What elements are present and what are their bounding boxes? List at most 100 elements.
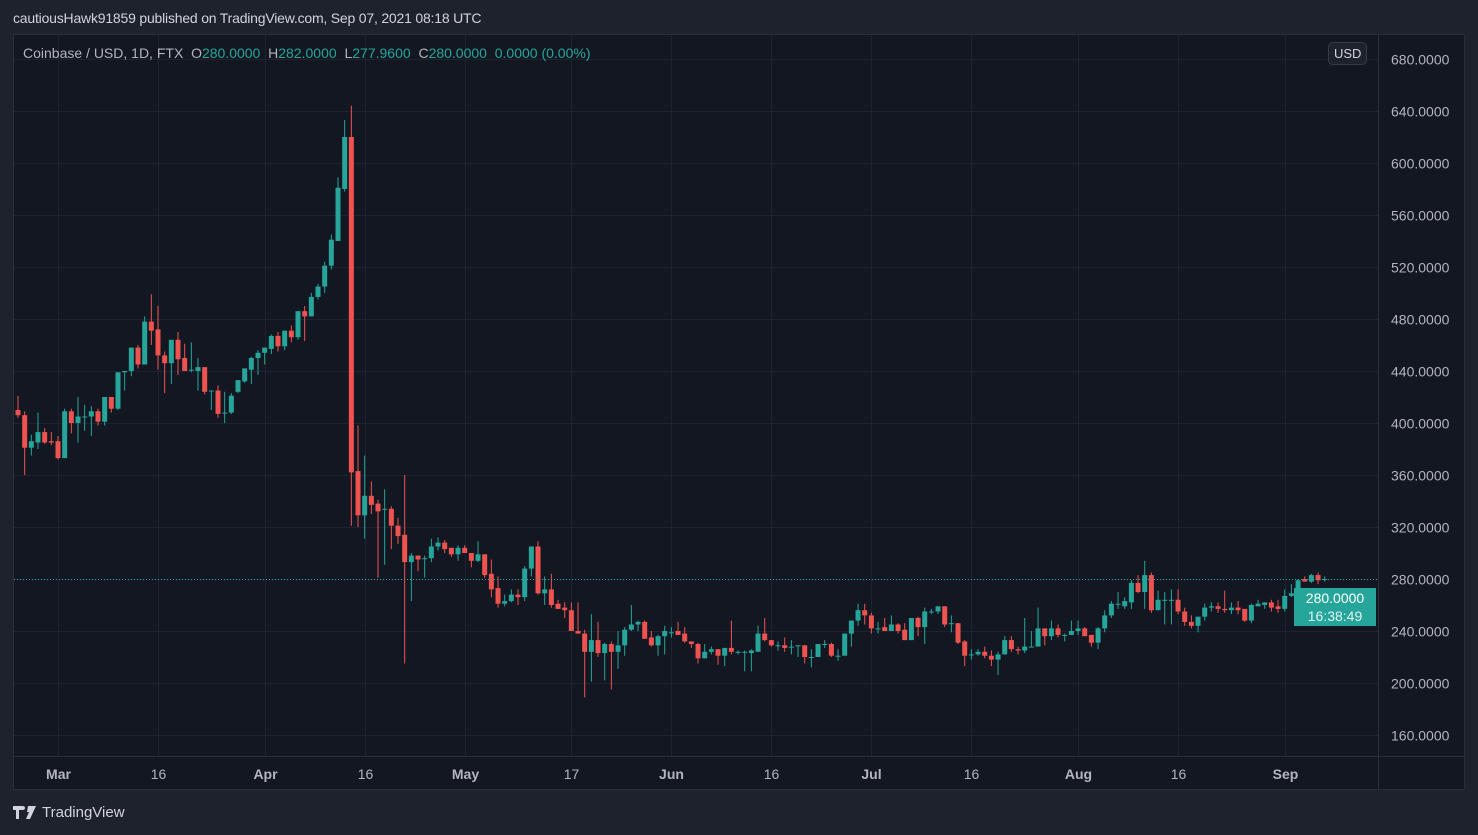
candle-body — [888, 624, 894, 631]
candle-body — [508, 594, 514, 602]
candle-body — [1248, 605, 1254, 621]
candle-body — [1188, 621, 1194, 626]
currency-badge[interactable]: USD — [1328, 42, 1368, 65]
candle — [1135, 575, 1141, 594]
price-tick-label: 360.0000 — [1391, 468, 1450, 484]
candle — [735, 650, 741, 655]
candle — [15, 395, 21, 418]
price-tick-label: 280.0000 — [1391, 572, 1450, 588]
candle — [642, 620, 648, 639]
change-value: 0.0000 (0.00%) — [494, 45, 591, 61]
candle-body — [475, 554, 481, 561]
candle-body — [835, 655, 841, 657]
candle-body — [175, 339, 181, 360]
candle-body — [955, 623, 961, 643]
candle — [388, 506, 394, 550]
candle-body — [128, 347, 134, 371]
candle-body — [562, 607, 568, 611]
candle — [208, 390, 214, 410]
candle-body — [568, 610, 574, 631]
candle — [835, 649, 841, 661]
candle-body — [575, 631, 581, 634]
candle-body — [328, 239, 334, 266]
candle — [428, 538, 434, 563]
candle — [335, 177, 341, 241]
candle — [708, 646, 714, 655]
time-tick-label: Aug — [1065, 766, 1092, 782]
high-label: H — [268, 45, 279, 61]
candle — [555, 599, 561, 609]
candle — [1242, 608, 1248, 622]
candle — [542, 576, 548, 605]
candle — [742, 650, 748, 672]
candle — [1055, 624, 1061, 638]
candle — [375, 499, 381, 578]
candle-body — [162, 355, 168, 364]
candle — [1155, 590, 1161, 611]
candle-body — [728, 647, 734, 652]
candle — [88, 406, 94, 436]
candle-body — [828, 644, 834, 656]
candle-body — [555, 603, 561, 609]
candle — [482, 554, 488, 578]
brand-name: TradingView — [42, 804, 125, 821]
time-tick-label: 16 — [764, 766, 780, 782]
candle — [535, 541, 541, 595]
candle — [508, 589, 514, 603]
candle — [662, 625, 668, 655]
close-value: 280.0000 — [428, 45, 487, 61]
candle-body — [948, 623, 954, 625]
candle — [1182, 607, 1188, 626]
candle-body — [1015, 649, 1021, 651]
candle-body — [675, 631, 681, 635]
price-tick-label: 480.0000 — [1391, 312, 1450, 328]
candle-body — [215, 390, 221, 414]
candle-body — [768, 640, 774, 646]
chart-pane[interactable] — [13, 34, 1465, 790]
candle-body — [975, 651, 981, 655]
candle-body — [868, 615, 874, 629]
candle — [408, 553, 414, 602]
candle-body — [315, 286, 321, 297]
candle-body — [1055, 628, 1061, 635]
candle-body — [995, 654, 1001, 660]
candle-body — [548, 589, 554, 605]
candle-body — [148, 321, 154, 331]
candle — [495, 576, 501, 608]
candle-body — [1195, 616, 1201, 626]
candle — [715, 649, 721, 665]
candle — [795, 645, 801, 657]
candle — [402, 475, 408, 664]
candle-body — [208, 390, 214, 392]
candle-body — [142, 321, 148, 365]
candle-body — [415, 555, 421, 560]
candle-body — [982, 651, 988, 656]
candle — [988, 650, 994, 667]
candle-body — [275, 335, 281, 347]
candle — [315, 283, 321, 300]
candle-body — [875, 628, 881, 630]
candle-body — [222, 412, 228, 414]
candle — [775, 641, 781, 651]
tradingview-brand[interactable]: TradingView — [13, 804, 125, 821]
candle — [828, 642, 834, 657]
candle — [1002, 636, 1008, 655]
candle-body — [1048, 628, 1054, 637]
candle-body — [642, 621, 648, 639]
candles — [15, 105, 1328, 698]
candle-body — [908, 618, 914, 641]
candle-body — [402, 534, 408, 563]
candle-body — [542, 589, 548, 594]
candle-body — [1288, 593, 1294, 596]
candle — [142, 316, 148, 365]
candle-body — [1082, 628, 1088, 637]
candle-body — [782, 645, 788, 648]
candle-body — [688, 641, 694, 644]
candle — [268, 334, 274, 355]
candle-body — [962, 641, 968, 656]
candle-body — [1235, 607, 1241, 611]
candle-body — [308, 296, 314, 317]
candle — [95, 408, 101, 426]
candle — [862, 603, 868, 625]
